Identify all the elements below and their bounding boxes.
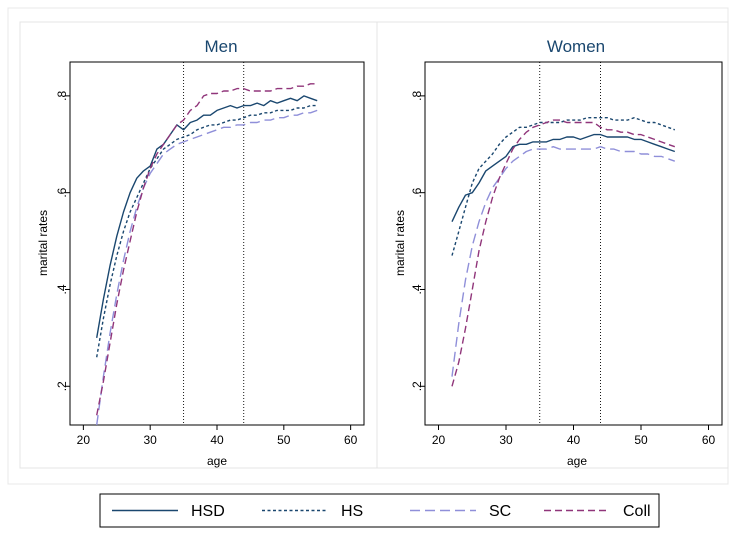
plot-area-women [424, 61, 723, 426]
y-tick-label-men-1: .4 [55, 284, 69, 294]
series-line-men-hs [96, 104, 318, 358]
y-tick-label-women-2: .6 [410, 187, 424, 197]
series-line-women-sc [451, 145, 676, 377]
legend-label-sc: SC [489, 503, 511, 520]
y-tick-label-men-3: .8 [55, 91, 69, 101]
x-tick-label-men-30: 30 [144, 433, 158, 447]
y-tick-label-men-2: .6 [55, 187, 69, 197]
x-tick-label-men-60: 60 [344, 433, 358, 447]
y-tick-label-women-3: .8 [410, 91, 424, 101]
panel-women-title: Women [547, 37, 605, 56]
x-axis-label-women: age [567, 454, 587, 468]
y-tick-label-men-0: .2 [55, 381, 69, 391]
x-axis-label-men: age [207, 454, 227, 468]
panel-men: Men 20 30 40 50 60 .2 .4 .6 .8 age marital rates [19, 21, 378, 469]
y-tick-label-women-1: .4 [410, 284, 424, 294]
series-line-women-hs [451, 116, 676, 256]
panel-men-title: Men [204, 37, 237, 56]
y-axis-label-women: marital rates [393, 210, 407, 276]
series-line-women-hsd [451, 133, 676, 222]
legend-label-coll: Coll [623, 503, 651, 520]
x-tick-label-men-20: 20 [77, 433, 91, 447]
x-tick-label-women-40: 40 [567, 433, 581, 447]
y-axis-label-men: marital rates [36, 210, 50, 276]
series-line-men-hsd [96, 95, 318, 339]
x-tick-label-women-20: 20 [432, 433, 446, 447]
legend-label-hsd: HSD [191, 503, 225, 520]
legend: HSD HS SC Coll [99, 493, 660, 528]
panel-women: Women 20 30 40 50 60 .2 .4 .6 .8 age marital rat… [376, 21, 729, 469]
x-tick-label-women-50: 50 [634, 433, 648, 447]
series-line-women-coll [451, 119, 676, 387]
x-tick-label-men-50: 50 [277, 433, 291, 447]
x-tick-label-men-40: 40 [210, 433, 224, 447]
x-tick-label-women-60: 60 [702, 433, 716, 447]
legend-label-hs: HS [341, 503, 363, 520]
series-line-men-coll [96, 83, 318, 416]
x-tick-label-women-30: 30 [499, 433, 513, 447]
y-tick-label-women-0: .2 [410, 381, 424, 391]
plot-men-marks: 20 30 40 50 60 .2 .4 .6 .8 [55, 62, 358, 447]
plot-area-men [69, 61, 365, 426]
legend-box [99, 493, 660, 528]
series-line-men-sc [96, 109, 318, 426]
plot-women-marks: 20 30 40 50 60 .2 .4 .6 .8 [410, 62, 715, 447]
